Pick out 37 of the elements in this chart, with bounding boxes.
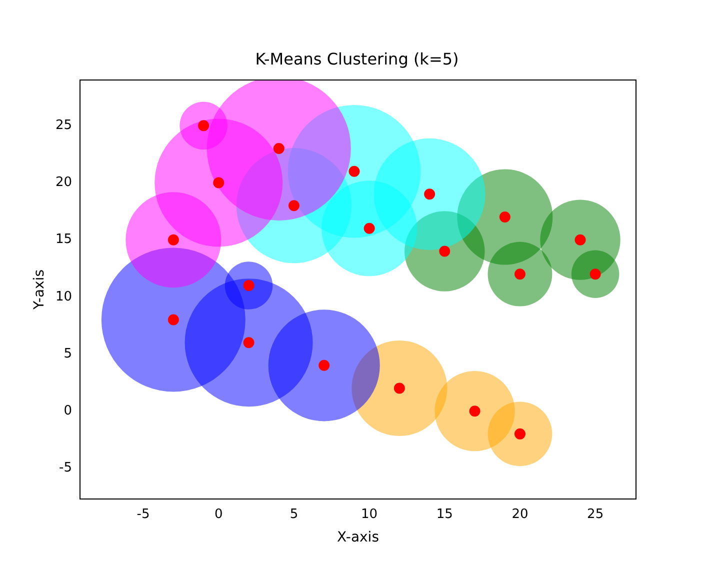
- x-tick-label: 25: [587, 507, 604, 522]
- x-tick-label: 10: [361, 507, 378, 522]
- point: [439, 246, 450, 257]
- x-axis-title: X-axis: [337, 530, 379, 546]
- point: [213, 177, 224, 188]
- y-tick-label: 25: [55, 118, 72, 134]
- x-tick-label: -5: [136, 507, 150, 522]
- point: [394, 382, 405, 394]
- y-tick-label: 10: [55, 289, 72, 304]
- x-tick-label: 0: [214, 507, 223, 522]
- point: [168, 314, 179, 326]
- point: [198, 120, 210, 132]
- point: [424, 188, 436, 200]
- point: [348, 166, 360, 177]
- point: [469, 406, 480, 417]
- y-tick-label: 20: [55, 175, 72, 190]
- point: [514, 268, 526, 280]
- point: [288, 200, 300, 212]
- y-axis-title: Y-axis: [32, 270, 48, 310]
- chart-title: K-Means Clustering (k=5): [255, 50, 459, 69]
- x-tick-label: 15: [436, 507, 453, 522]
- x-tick-label: 20: [512, 507, 528, 522]
- point: [168, 234, 179, 246]
- x-tick-label: 5: [290, 507, 298, 522]
- point: [514, 428, 526, 440]
- y-tick-label: 5: [64, 346, 72, 362]
- point: [318, 360, 330, 371]
- y-tick-label: -5: [59, 460, 72, 476]
- point: [499, 212, 510, 223]
- point: [273, 143, 284, 154]
- point: [574, 234, 586, 246]
- point: [243, 280, 254, 292]
- point: [243, 337, 254, 348]
- point: [364, 222, 375, 234]
- point: [590, 268, 601, 280]
- y-tick-label: 0: [64, 403, 72, 418]
- y-tick-label: 15: [55, 232, 72, 248]
